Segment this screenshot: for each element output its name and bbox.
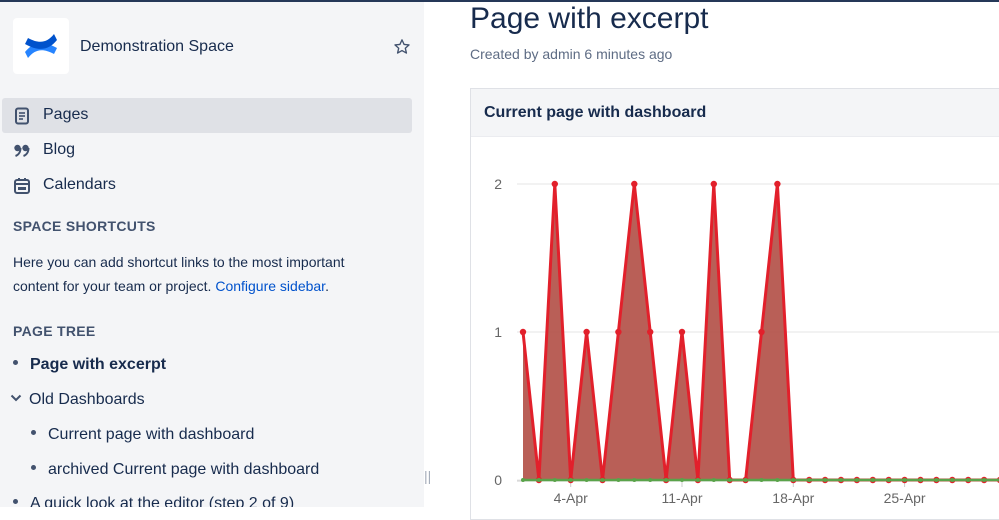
data-point (807, 478, 812, 482)
sidebar-resize-handle[interactable]: || (424, 468, 432, 484)
dashboard-chart: 0 1 2 4-Apr 11-Apr 18-Apr 25-Apr (494, 176, 999, 506)
data-point (870, 478, 875, 482)
tree-item-page-with-excerpt[interactable]: Page with excerpt (13, 356, 166, 374)
shortcuts-period: . (325, 278, 329, 294)
data-point (631, 180, 638, 188)
page-title: Page with excerpt (470, 2, 709, 35)
chevron-down-icon[interactable] (10, 389, 22, 407)
page-tree-heading: PAGE TREE (13, 323, 96, 339)
bullet-icon (31, 430, 36, 436)
data-point (774, 180, 781, 188)
page-icon (13, 107, 31, 125)
data-point (695, 478, 700, 482)
y-tick-label: 0 (494, 472, 502, 488)
tree-item-archived-current-page-with-dashboard[interactable]: archived Current page with dashboard (31, 461, 319, 479)
sidebar-item-blog[interactable]: Blog (2, 133, 412, 168)
data-point (647, 328, 654, 336)
space-header: Demonstration Space (13, 18, 413, 78)
x-tick-label: 11-Apr (662, 490, 703, 506)
data-point (616, 478, 621, 482)
panel-header: Current page with dashboard (471, 89, 999, 137)
y-tick-label: 2 (494, 176, 502, 192)
x-tick-label: 18-Apr (772, 490, 814, 506)
panel-title: Current page with dashboard (484, 104, 707, 121)
bullet-icon (31, 465, 36, 471)
data-point (648, 478, 653, 482)
x-tick-label: 4-Apr (554, 490, 589, 506)
tree-item-label: Page with excerpt (30, 356, 167, 373)
top-border (0, 0, 999, 2)
x-tick-label: 25-Apr (884, 490, 926, 506)
data-point (823, 478, 828, 482)
data-point (536, 478, 541, 482)
tree-item-current-page-with-dashboard[interactable]: Current page with dashboard (31, 426, 254, 444)
data-point (600, 478, 605, 482)
data-point (584, 478, 589, 482)
tree-item-label: Old Dashboards (29, 391, 145, 409)
data-point (982, 478, 987, 482)
quote-icon (13, 142, 31, 160)
space-shortcuts-text: Here you can add shortcut links to the m… (13, 250, 393, 298)
data-point (678, 328, 686, 336)
bullet-icon (13, 360, 18, 366)
space-shortcuts-heading: SPACE SHORTCUTS (13, 218, 156, 234)
sidebar-item-label: Blog (43, 141, 76, 158)
sidebar-item-pages[interactable]: Pages (2, 98, 412, 133)
page-byline: Created by admin 6 minutes ago (470, 46, 673, 62)
data-point (743, 478, 748, 482)
shortcuts-description: Here you can add shortcut links to the m… (13, 254, 345, 294)
data-point (632, 478, 637, 482)
data-point (902, 478, 907, 482)
tree-item-label: A quick look at the editor (step 2 of 9) (30, 495, 295, 507)
data-point (727, 478, 732, 482)
sidebar-item-label: Calendars (43, 176, 116, 193)
data-point (918, 478, 923, 482)
tree-item-label: archived Current page with dashboard (48, 461, 320, 478)
data-point (759, 478, 764, 482)
data-point (934, 478, 939, 482)
data-point (839, 478, 843, 482)
confluence-logo-icon[interactable] (13, 18, 69, 74)
data-point (791, 478, 796, 482)
data-point (854, 478, 859, 482)
tree-item-quick-look-editor[interactable]: A quick look at the editor (step 2 of 9) (13, 495, 294, 507)
data-point (552, 478, 557, 482)
data-point (680, 478, 684, 482)
configure-sidebar-link[interactable]: Configure sidebar (215, 278, 326, 294)
star-icon[interactable] (393, 38, 411, 56)
data-point (615, 328, 622, 336)
data-point (775, 478, 780, 482)
data-point (758, 328, 765, 336)
y-tick-label: 1 (494, 324, 502, 340)
data-point (950, 478, 955, 482)
calendar-icon (13, 177, 31, 195)
sidebar-item-label: Pages (43, 106, 89, 123)
data-point (519, 328, 527, 336)
tree-item-old-dashboards[interactable]: Old Dashboards (10, 391, 145, 409)
data-point (568, 478, 573, 482)
sidebar-item-calendars[interactable]: Calendars (2, 168, 412, 203)
space-name[interactable]: Demonstration Space (80, 38, 234, 55)
data-point (551, 180, 558, 188)
tree-item-label: Current page with dashboard (48, 426, 255, 443)
data-point (583, 328, 590, 336)
data-point (710, 180, 717, 188)
bullet-icon (13, 499, 18, 505)
data-point (966, 478, 971, 482)
data-point (664, 478, 669, 482)
sidebar: Demonstration Space Pages (0, 2, 424, 507)
data-point (886, 478, 891, 482)
data-point (711, 478, 716, 482)
data-point (521, 478, 525, 482)
